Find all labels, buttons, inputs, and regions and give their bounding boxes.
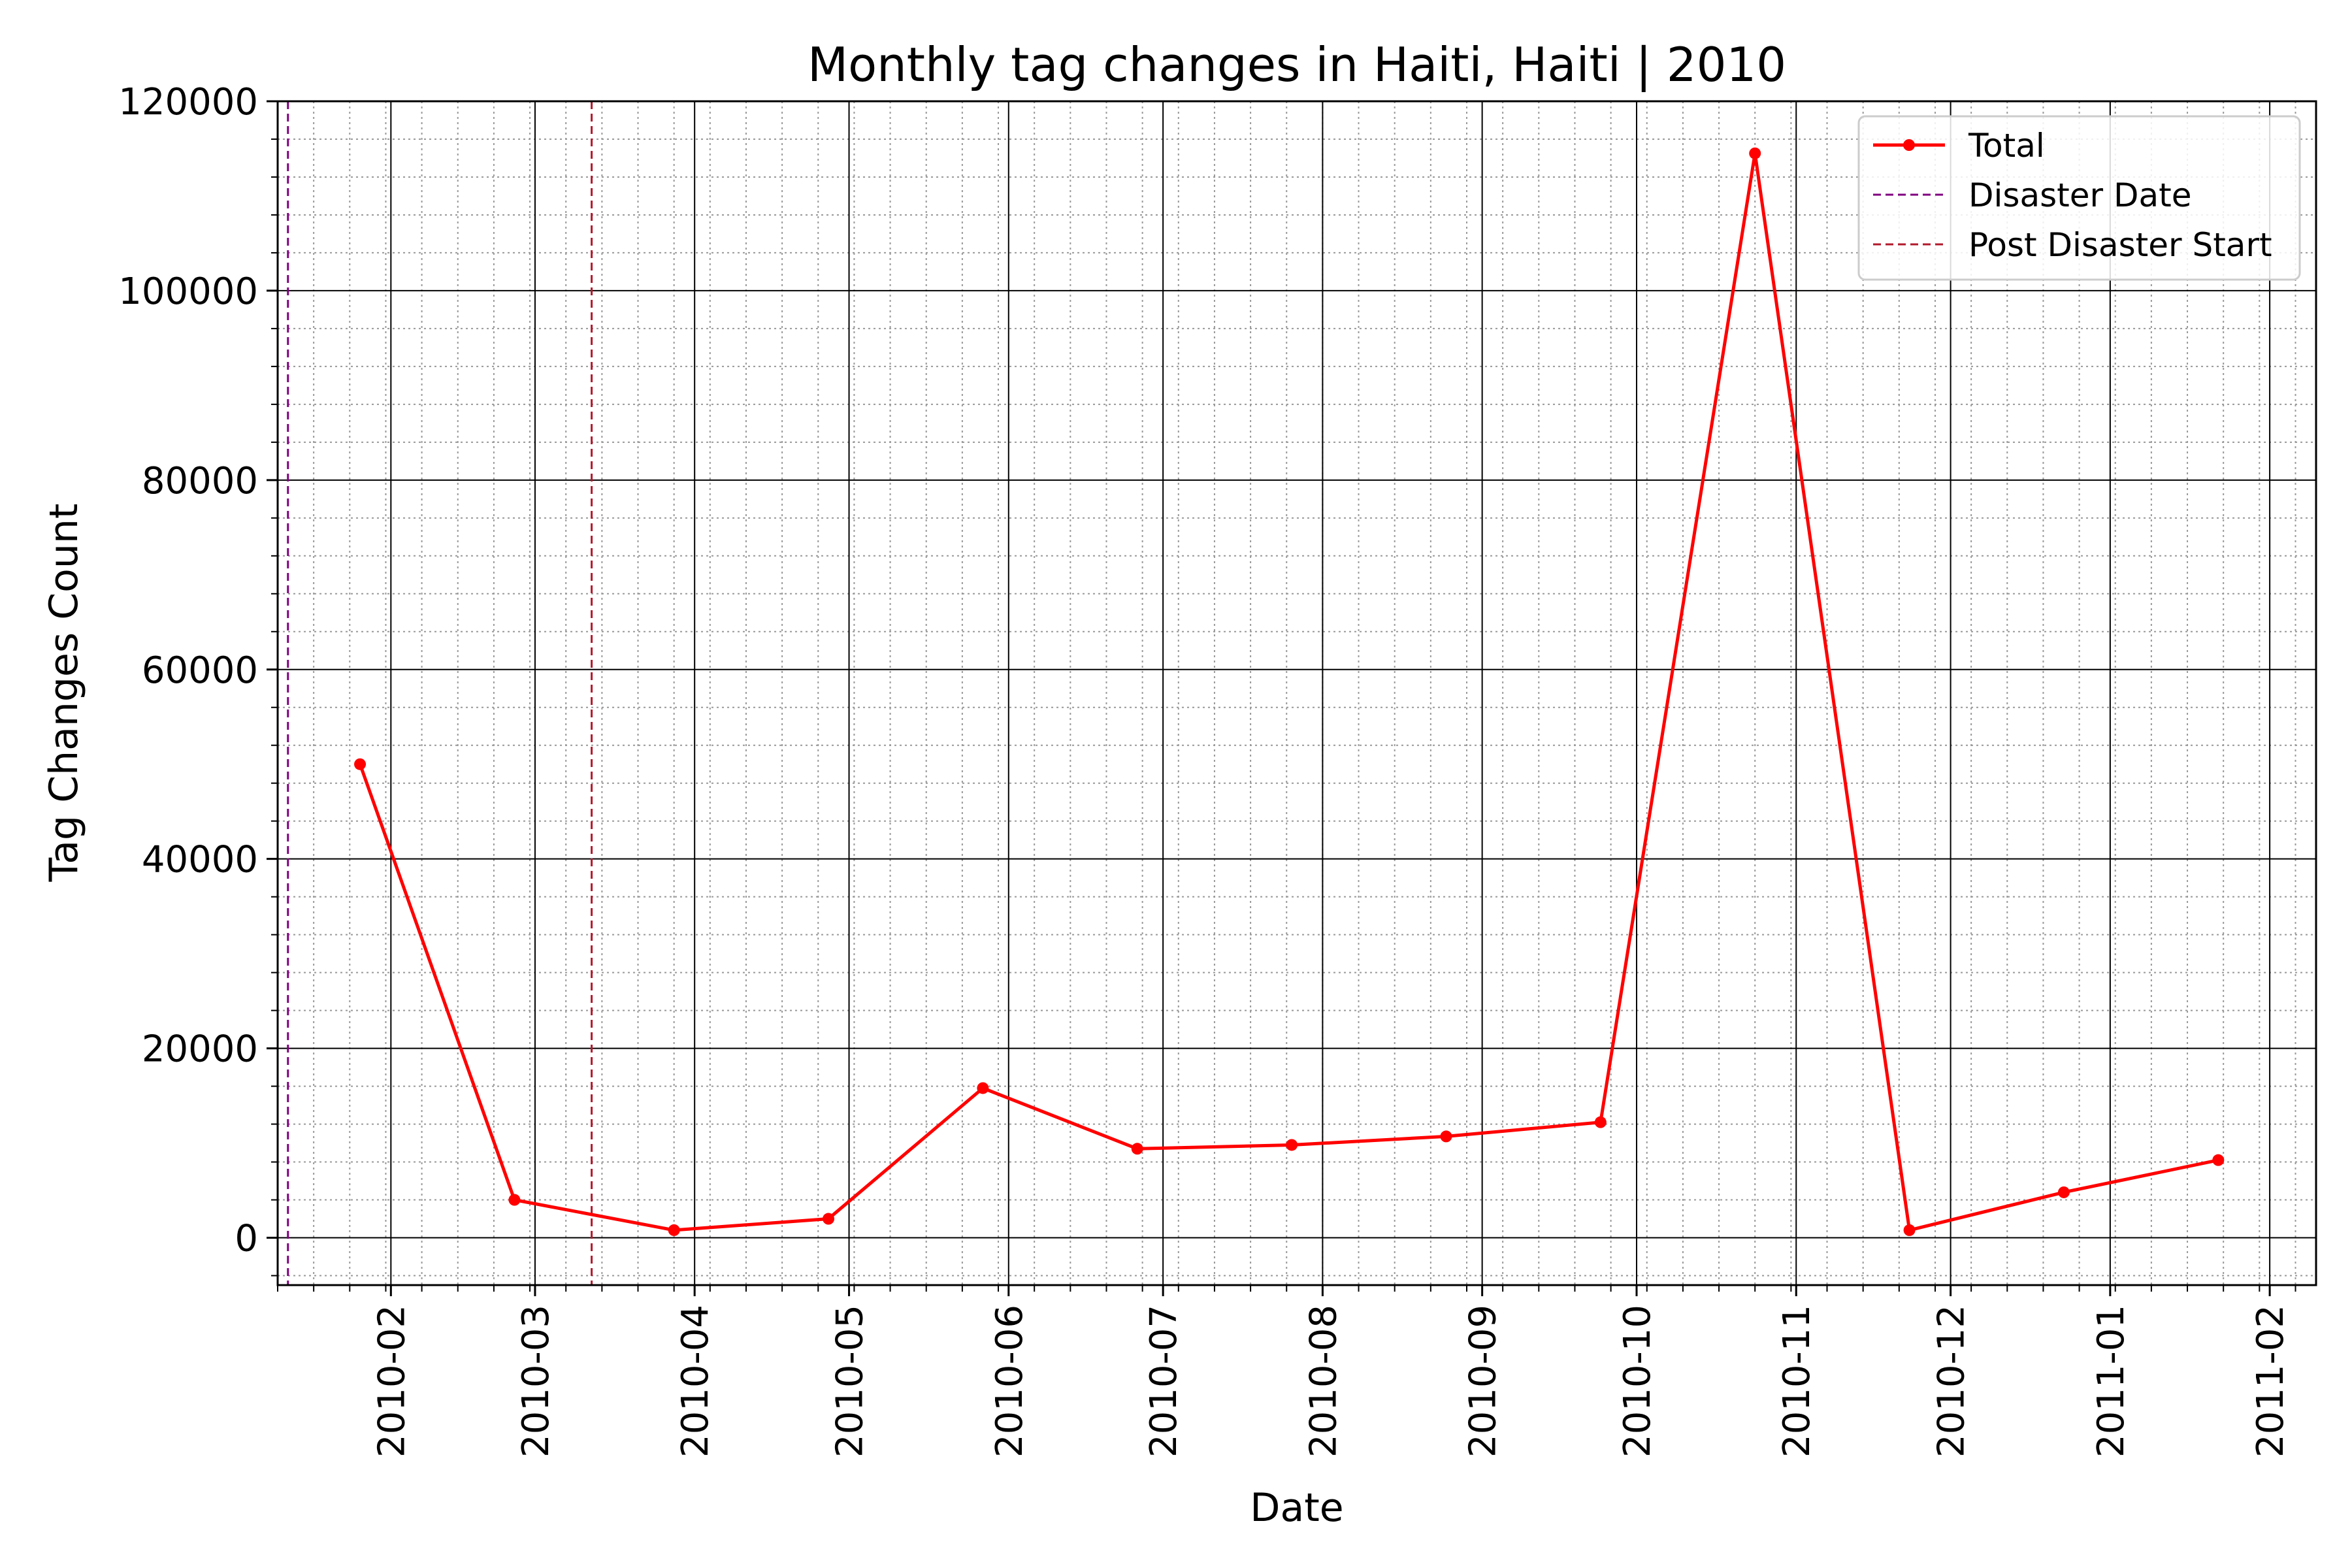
data-point — [1131, 1143, 1143, 1155]
data-point — [823, 1213, 835, 1225]
data-point — [1286, 1139, 1298, 1151]
x-tick-label: 2010-02 — [370, 1305, 413, 1458]
y-tick-labels: 0 20000 40000 60000 80000 100000 120000 — [118, 81, 258, 1260]
legend-total-label: Total — [1968, 127, 2045, 165]
y-tick-label: 0 — [235, 1218, 258, 1260]
legend-box — [1857, 115, 2301, 281]
legend-disaster-date-label: Disaster Date — [1968, 176, 2191, 214]
data-point — [1594, 1116, 1607, 1128]
y-tick-label: 20000 — [142, 1028, 258, 1071]
y-tick-label: 60000 — [142, 649, 258, 692]
y-tick-label: 80000 — [142, 460, 258, 502]
axis-ticks — [267, 100, 2296, 1296]
y-tick-label: 100000 — [118, 270, 258, 313]
x-tick-label: 2010-12 — [1931, 1305, 1973, 1458]
x-tick-label: 2010-06 — [988, 1305, 1031, 1458]
y-axis-label: Tag Changes Count — [41, 504, 87, 883]
plot-frame — [276, 100, 2317, 1286]
x-tick-label: 2010-07 — [1143, 1305, 1185, 1458]
data-point — [668, 1224, 680, 1236]
x-tick-label: 2010-05 — [829, 1305, 872, 1458]
data-point — [1903, 1224, 1916, 1236]
data-point — [977, 1082, 989, 1094]
data-point — [354, 758, 367, 770]
series-layer — [354, 147, 2225, 1236]
legend: Total Disaster Date Post Disaster Start — [1857, 115, 2301, 281]
x-tick-label: 2010-11 — [1776, 1305, 1818, 1458]
x-tick-label: 2010-10 — [1616, 1305, 1659, 1458]
legend-post-disaster-start-label: Post Disaster Start — [1968, 226, 2272, 264]
x-tick-label: 2010-04 — [674, 1305, 717, 1458]
y-tick-label: 120000 — [118, 81, 258, 123]
data-point — [2057, 1186, 2070, 1198]
x-tick-label: 2011-01 — [2090, 1305, 2132, 1458]
data-point — [2212, 1154, 2225, 1166]
x-tick-label: 2010-09 — [1462, 1305, 1505, 1458]
legend-total-marker — [1903, 139, 1915, 151]
x-tick-label: 2010-08 — [1302, 1305, 1345, 1458]
data-point — [1440, 1130, 1452, 1143]
x-tick-label: 2011-02 — [2249, 1305, 2292, 1458]
x-axis-label: Date — [1250, 1485, 1343, 1531]
chart-title: Monthly tag changes in Haiti, Haiti | 20… — [808, 37, 1786, 93]
x-tick-labels: 2010-02 2010-03 2010-04 2010-05 2010-06 2010-… — [370, 1305, 2292, 1458]
major-grid — [278, 101, 2316, 1285]
x-tick-label: 2010-03 — [515, 1305, 557, 1458]
event-lines — [287, 101, 593, 1285]
data-point — [1749, 147, 1761, 159]
y-tick-label: 40000 — [142, 839, 258, 881]
data-point — [508, 1194, 521, 1206]
